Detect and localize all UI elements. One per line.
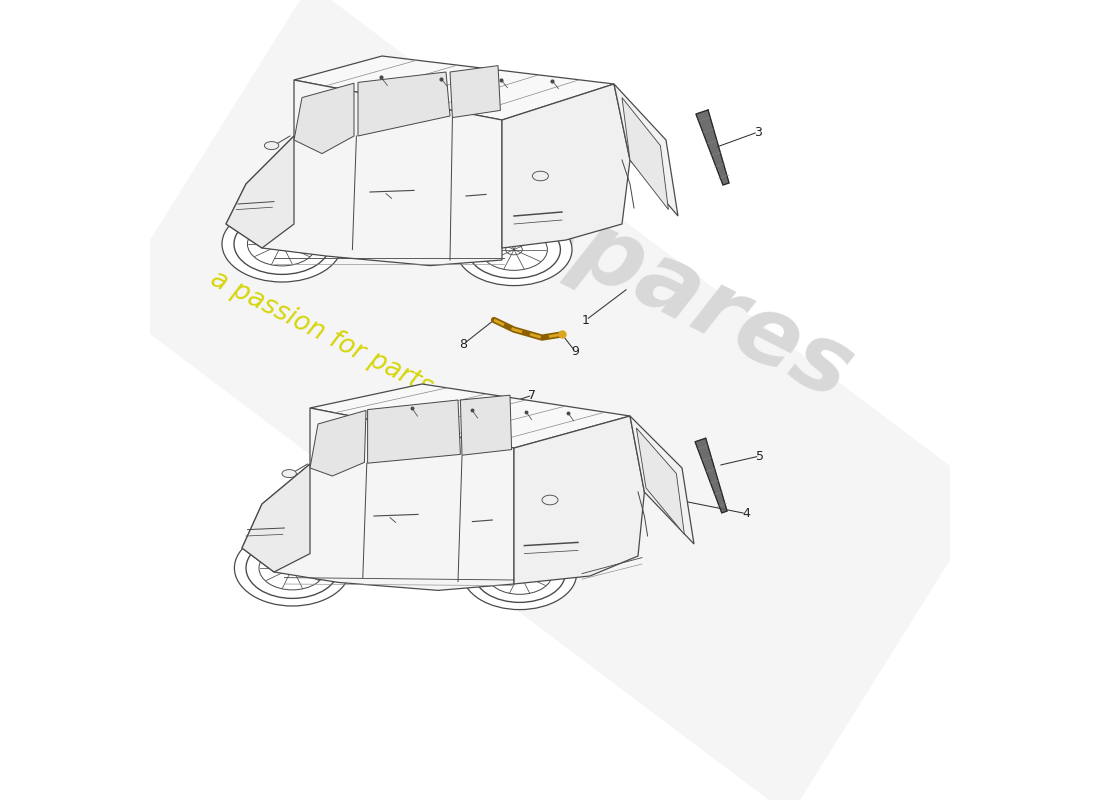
Text: 2: 2 <box>593 118 601 130</box>
Polygon shape <box>242 464 310 572</box>
Polygon shape <box>621 98 669 210</box>
Polygon shape <box>242 408 514 590</box>
Text: a passion for parts since 1985: a passion for parts since 1985 <box>206 266 573 470</box>
Ellipse shape <box>234 530 351 606</box>
Text: 4: 4 <box>742 507 750 520</box>
Polygon shape <box>514 416 645 584</box>
Text: 5: 5 <box>756 450 763 462</box>
Polygon shape <box>310 410 366 476</box>
Polygon shape <box>226 136 294 248</box>
Polygon shape <box>637 428 684 534</box>
Polygon shape <box>614 84 678 216</box>
Text: 3: 3 <box>755 126 762 138</box>
Polygon shape <box>696 110 729 185</box>
Polygon shape <box>310 384 630 448</box>
Ellipse shape <box>282 470 296 478</box>
Text: 8: 8 <box>460 338 467 350</box>
Polygon shape <box>630 416 694 544</box>
Ellipse shape <box>463 538 576 610</box>
Text: 9: 9 <box>572 346 580 358</box>
Polygon shape <box>358 72 450 136</box>
Text: eurospares: eurospares <box>294 67 868 421</box>
Polygon shape <box>461 395 512 455</box>
Text: 6: 6 <box>602 424 609 437</box>
Text: 7: 7 <box>528 389 537 402</box>
Polygon shape <box>695 438 727 513</box>
Polygon shape <box>367 400 461 463</box>
Polygon shape <box>110 0 990 800</box>
Ellipse shape <box>456 214 572 286</box>
Polygon shape <box>294 56 614 120</box>
Ellipse shape <box>264 142 278 150</box>
Ellipse shape <box>222 206 342 282</box>
Polygon shape <box>502 84 630 248</box>
Polygon shape <box>450 66 500 118</box>
Polygon shape <box>294 83 354 154</box>
Polygon shape <box>226 80 502 266</box>
Text: 1: 1 <box>582 314 590 326</box>
